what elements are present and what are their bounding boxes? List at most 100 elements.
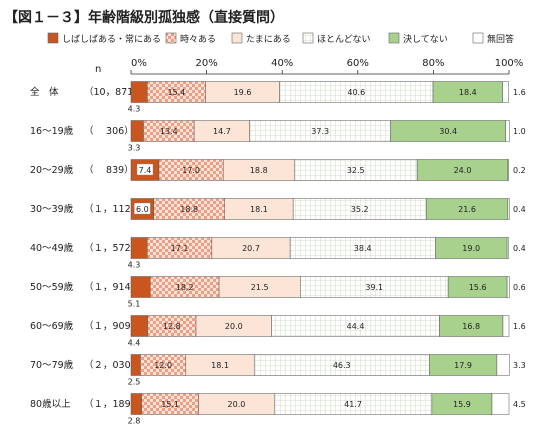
legend-swatch: [165, 32, 177, 44]
data-label: 24.0: [454, 166, 472, 175]
data-label: 17.9: [454, 361, 472, 370]
bar-segment: [502, 315, 510, 337]
legend: しばしばある・常にある 時々ある たまにある ほとんどない 決してない 無回答: [47, 32, 514, 45]
data-label: 46.3: [333, 361, 351, 370]
data-label: 7.4: [139, 166, 152, 175]
data-label: 18.8: [250, 166, 268, 175]
data-label: 20.0: [228, 400, 246, 409]
legend-item: しばしばある・常にある: [47, 32, 161, 45]
data-label: 17.0: [182, 166, 200, 175]
bar-segment: [130, 393, 142, 415]
x-axis: n 0% 20% 40% 60% 80% 100%: [95, 58, 523, 75]
legend-swatch: [231, 32, 243, 44]
row-n-label: （10，871）: [84, 86, 143, 98]
row-n-label: （１，189）: [84, 398, 140, 410]
data-label: 17.1: [171, 244, 189, 253]
data-label: 5.1: [128, 300, 141, 309]
data-label: 18.1: [211, 361, 229, 370]
data-label: 15.9: [453, 400, 471, 409]
data-label: 21.6: [458, 205, 476, 214]
chart-title: 【図１－３】年齢階級別孤独感（直接質問）: [4, 9, 284, 26]
data-label: 19.6: [234, 88, 252, 97]
bar-row: 60～69歳 （１，909） 4.4 12.8 20.0 44.4 16.8 1.6: [30, 315, 526, 348]
bar-segment: [507, 198, 510, 220]
data-label: 12.8: [163, 322, 181, 331]
bar-row: 70～79歳 （２，030） 2.5 12.0 18.1 46.3 17.9 3.3: [30, 354, 526, 387]
legend-swatch: [388, 32, 400, 44]
bar-segment: [130, 237, 148, 259]
data-label: 1.6: [513, 322, 526, 331]
row-label: 20～29歳: [30, 164, 74, 176]
legend-label: しばしばある・常にある: [62, 33, 161, 45]
data-label: 0.2: [513, 166, 526, 175]
data-label: 12.0: [154, 361, 172, 370]
row-n-label: （１，914）: [84, 281, 140, 293]
row-label: 60～69歳: [30, 320, 74, 332]
bar-segment: [130, 81, 148, 103]
data-label: 21.5: [251, 283, 269, 292]
data-label: 18.8: [180, 205, 198, 214]
data-label: 18.1: [250, 205, 268, 214]
x-tick-label: 0%: [131, 58, 147, 69]
data-label: 35.2: [351, 205, 369, 214]
x-tick-label: 60%: [347, 58, 369, 69]
row-label: 40～49歳: [30, 242, 74, 254]
legend-item: 時々ある: [165, 32, 216, 45]
bar-segment: [130, 315, 148, 337]
data-label: 15.1: [161, 400, 179, 409]
data-label: 4.3: [128, 105, 141, 114]
data-label: 0.6: [513, 283, 526, 292]
bar-row: 20～29歳 （ 839） 7.4 17.0 18.8 32.5 24.0 0.2: [30, 159, 526, 181]
legend-item: 決してない: [388, 32, 448, 45]
data-label: 41.7: [344, 400, 362, 409]
bar-row: 30～39歳 （１，112）6.0 18.8 18.1 35.2 21.6 0.4: [30, 198, 526, 220]
bar-segment: [130, 276, 151, 298]
data-label: 14.7: [213, 127, 231, 136]
data-label-box: [134, 202, 151, 215]
data-label: 40.6: [347, 88, 365, 97]
legend-item: たまにある: [231, 32, 291, 45]
bar-segment: [506, 237, 509, 259]
data-label: 20.0: [225, 322, 243, 331]
bar-segment: [130, 120, 144, 142]
data-label: 1.0: [513, 127, 526, 136]
row-label: 80歳以上: [30, 398, 71, 410]
data-label: 1.6: [513, 88, 526, 97]
data-label: 38.4: [354, 244, 372, 253]
data-label: 4.5: [513, 400, 526, 409]
row-label: 50～59歳: [30, 281, 74, 293]
bar-row: 全 体 （10，871） 4.3 15.4 19.6 40.6 18.4 1.6: [30, 81, 526, 114]
bar-segment: [502, 81, 509, 103]
bar-segment: [505, 120, 510, 142]
bar-segment: [506, 276, 510, 298]
row-label: 30～39歳: [30, 203, 74, 215]
bar-row: 50～59歳 （１，914） 5.1 18.2 21.5 39.1 15.6 0.6: [30, 276, 526, 309]
row-label: 16～19歳: [30, 125, 74, 137]
x-tick-label: 100%: [495, 58, 524, 69]
n-header: n: [95, 64, 101, 75]
bar-row: 80歳以上 （１，189） 2.8 15.1 20.0 41.7 15.9 4.5: [30, 393, 526, 426]
data-label: 15.6: [469, 283, 487, 292]
legend-item: 無回答: [472, 32, 514, 45]
data-label: 13.4: [160, 127, 178, 136]
data-label: 32.5: [347, 166, 365, 175]
data-label: 44.4: [347, 322, 365, 331]
data-label: 6.0: [136, 205, 149, 214]
row-label: 70～79歳: [30, 359, 74, 371]
data-label: 3.3: [128, 144, 141, 153]
bar-segment: [507, 159, 509, 181]
data-label: 39.1: [365, 283, 383, 292]
data-label: 19.0: [462, 244, 480, 253]
legend-swatch: [47, 32, 59, 44]
legend-label: 時々ある: [180, 34, 216, 45]
legend-swatch: [302, 32, 314, 44]
bar-rows: 全 体 （10，871） 4.3 15.4 19.6 40.6 18.4 1.6 16～19歳 （…: [30, 81, 526, 426]
data-label: 37.3: [311, 127, 329, 136]
data-label: 0.4: [513, 244, 526, 253]
row-label: 全 体: [30, 86, 59, 98]
row-n-label: （１，572）: [84, 242, 140, 254]
bar-row: 16～19歳 （ 306） 3.3 13.4 14.7 37.3 30.4 1.0: [30, 120, 526, 153]
bar-segment: [491, 393, 510, 415]
data-label-box: [136, 163, 154, 176]
